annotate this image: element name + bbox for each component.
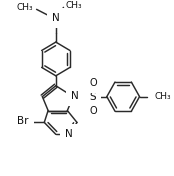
- Text: CH₃: CH₃: [65, 1, 82, 10]
- Text: Br: Br: [17, 117, 29, 126]
- Text: N: N: [52, 13, 60, 23]
- Text: CH₃: CH₃: [16, 3, 33, 12]
- Text: O: O: [90, 106, 97, 115]
- Text: O: O: [90, 78, 97, 88]
- Text: CH₃: CH₃: [155, 92, 172, 101]
- Text: N: N: [71, 91, 79, 101]
- Text: N: N: [65, 129, 73, 139]
- Text: S: S: [89, 92, 96, 102]
